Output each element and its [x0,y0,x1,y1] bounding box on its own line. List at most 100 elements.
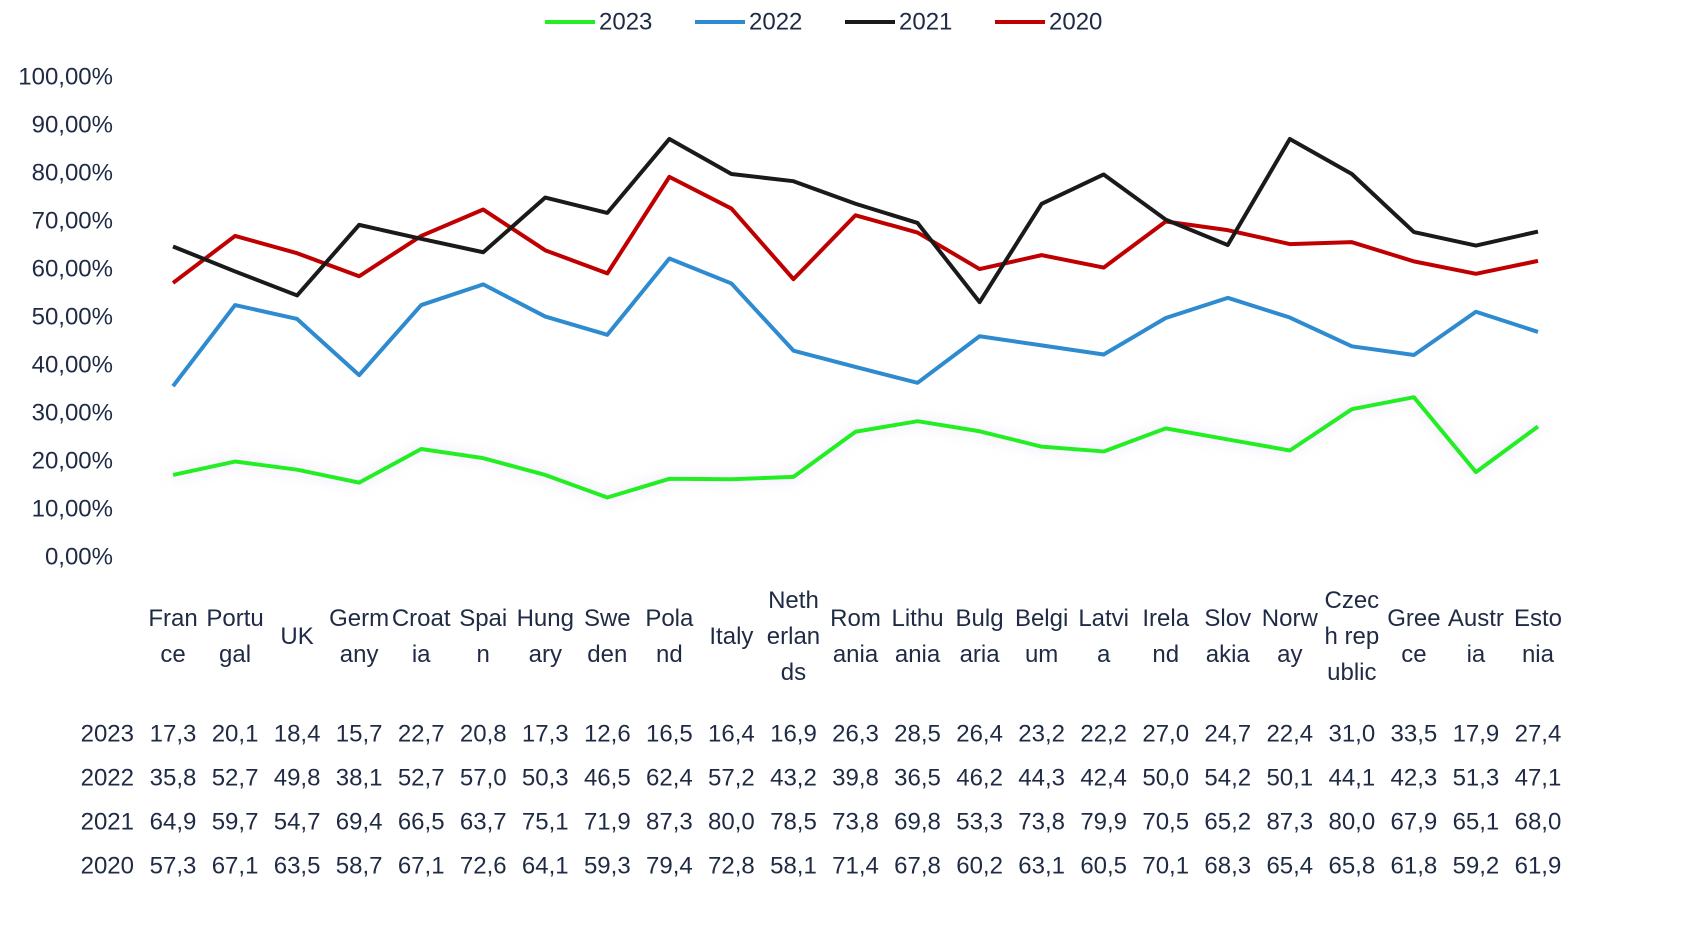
table-value: 18,4 [274,720,321,747]
table-value: 20,1 [212,720,259,747]
x-tick-label: Latvia [1078,605,1130,668]
table-value: 64,1 [522,852,569,879]
table-value: 59,7 [212,808,259,835]
y-tick-label: 60,00% [32,255,113,282]
table-value: 44,1 [1328,764,1375,791]
table-value: 87,3 [1266,808,1313,835]
table-value: 15,7 [336,720,383,747]
table-value: 39,8 [832,764,879,791]
x-tick-label: Estonia [1513,605,1562,668]
table-value: 60,2 [956,852,1003,879]
table-value: 79,4 [646,852,693,879]
table-row-label: 2020 [81,852,134,879]
table-value: 22,2 [1080,720,1127,747]
x-tick-label: Netherlands [766,587,821,686]
table-value: 68,3 [1204,852,1251,879]
table-value: 20,8 [460,720,507,747]
table-row-label: 2023 [81,720,134,747]
table-row-label: 2021 [81,808,134,835]
x-tick-label: Greece [1387,605,1441,668]
table-value: 54,7 [274,808,321,835]
table-value: 63,7 [460,808,507,835]
table-value: 78,5 [770,808,817,835]
table-value: 52,7 [398,764,445,791]
table-value: 42,3 [1391,764,1438,791]
table-value: 65,2 [1204,808,1251,835]
x-tick-label: Ireland [1142,605,1190,668]
table-value: 65,1 [1453,808,1500,835]
table-value: 67,8 [894,852,941,879]
x-tick-label: France [148,605,198,668]
table-value: 67,9 [1391,808,1438,835]
x-tick-label: Hungary [516,605,574,668]
table-value: 16,4 [708,720,755,747]
table-value: 57,0 [460,764,507,791]
table-value: 58,7 [336,852,383,879]
table-value: 61,8 [1391,852,1438,879]
table-value: 59,3 [584,852,631,879]
table-value: 62,4 [646,764,693,791]
table-value: 58,1 [770,852,817,879]
table-value: 69,8 [894,808,941,835]
table-value: 27,4 [1515,720,1562,747]
table-value: 52,7 [212,764,259,791]
table-value: 80,0 [1328,808,1375,835]
y-tick-label: 70,00% [32,207,113,234]
table-value: 67,1 [212,852,259,879]
legend-label: 2023 [599,8,652,35]
table-value: 65,8 [1328,852,1375,879]
table-value: 17,3 [522,720,569,747]
x-tick-label: Spain [459,605,508,668]
table-value: 71,4 [832,852,879,879]
table-value: 50,0 [1142,764,1189,791]
table-row-label: 2022 [81,764,134,791]
table-value: 23,2 [1018,720,1065,747]
y-tick-label: 20,00% [32,447,113,474]
table-value: 38,1 [336,764,383,791]
x-tick-label: Czech republic [1324,587,1380,686]
table-value: 57,2 [708,764,755,791]
table-value: 46,2 [956,764,1003,791]
x-tick-label: Lithuania [891,605,944,668]
table-value: 73,8 [1018,808,1065,835]
series-line [172,136,1539,305]
table-value: 31,0 [1328,720,1375,747]
y-tick-label: 30,00% [32,399,113,426]
table-value: 73,8 [832,808,879,835]
y-tick-label: 0,00% [45,543,113,570]
x-tick-label: Poland [645,605,694,668]
table-value: 54,2 [1204,764,1251,791]
table-value: 49,8 [274,764,321,791]
table-value: 79,9 [1080,808,1127,835]
table-value: 50,3 [522,764,569,791]
table-value: 65,4 [1266,852,1313,879]
y-tick-label: 80,00% [32,159,113,186]
table-value: 27,0 [1142,720,1189,747]
table-value: 16,9 [770,720,817,747]
table-value: 16,5 [646,720,693,747]
table-value: 22,4 [1266,720,1313,747]
x-tick-label: Norway [1261,605,1318,668]
legend-label: 2021 [899,8,952,35]
table-value: 22,7 [398,720,445,747]
y-tick-label: 50,00% [32,303,113,330]
table-value: 12,6 [584,720,631,747]
table-value: 60,5 [1080,852,1127,879]
table-value: 71,9 [584,808,631,835]
x-tick-label: Romania [830,605,881,668]
series-line [172,395,1540,500]
y-tick-label: 10,00% [32,495,113,522]
table-value: 70,5 [1142,808,1189,835]
table-value: 87,3 [646,808,693,835]
table-value: 64,9 [150,808,197,835]
y-tick-label: 40,00% [32,351,113,378]
table-value: 66,5 [398,808,445,835]
x-tick-label: Austria [1447,605,1504,668]
x-tick-label: Germany [329,605,390,668]
table-value: 59,2 [1453,852,1500,879]
table-value: 63,1 [1018,852,1065,879]
table-value: 51,3 [1453,764,1500,791]
table-value: 28,5 [894,720,941,747]
table-value: 42,4 [1080,764,1127,791]
